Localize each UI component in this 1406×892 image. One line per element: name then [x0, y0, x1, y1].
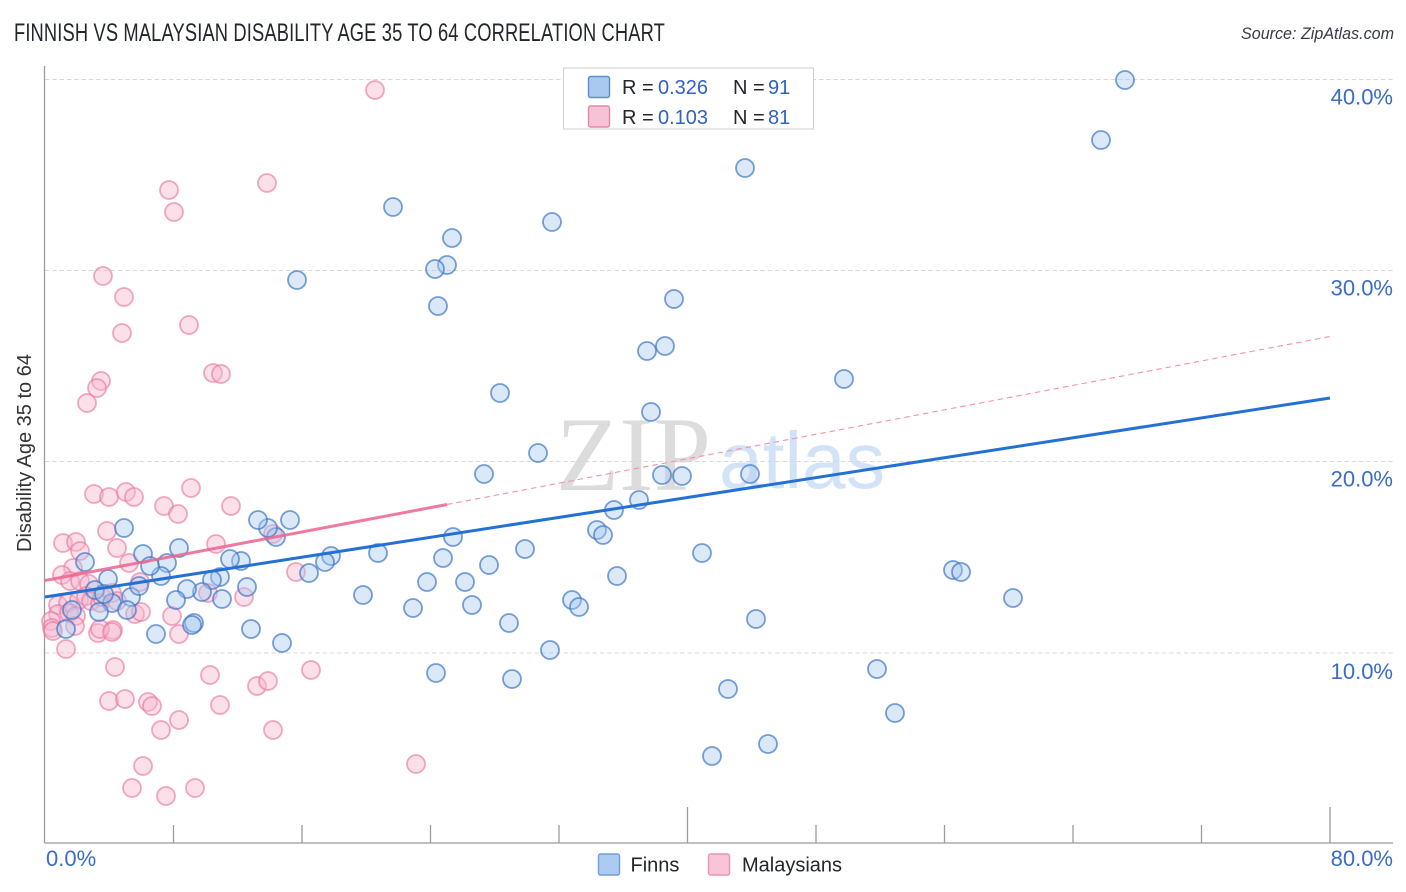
svg-text:R =: R = [622, 107, 654, 129]
svg-text:81: 81 [768, 107, 790, 129]
svg-text:N =: N = [733, 107, 765, 129]
svg-text:N =: N = [733, 77, 765, 99]
svg-text:Finns: Finns [631, 855, 680, 877]
svg-text:0.0%: 0.0% [46, 846, 96, 871]
svg-text:atlas: atlas [719, 416, 885, 505]
svg-text:20.0%: 20.0% [1331, 467, 1393, 492]
svg-text:80.0%: 80.0% [1331, 846, 1393, 871]
svg-text:Malaysians: Malaysians [742, 855, 842, 877]
svg-text:Disability Age 35 to 64: Disability Age 35 to 64 [14, 354, 36, 552]
svg-text:40.0%: 40.0% [1331, 85, 1393, 110]
svg-text:0.326: 0.326 [658, 77, 708, 99]
svg-text:0.103: 0.103 [658, 107, 708, 129]
svg-text:91: 91 [768, 77, 790, 99]
svg-text:Source: ZipAtlas.com: Source: ZipAtlas.com [1241, 24, 1394, 43]
svg-text:30.0%: 30.0% [1331, 276, 1393, 301]
svg-text:10.0%: 10.0% [1331, 659, 1393, 684]
svg-text:FINNISH VS MALAYSIAN DISABILIT: FINNISH VS MALAYSIAN DISABILITY AGE 35 T… [14, 19, 665, 47]
svg-text:R =: R = [622, 77, 654, 99]
